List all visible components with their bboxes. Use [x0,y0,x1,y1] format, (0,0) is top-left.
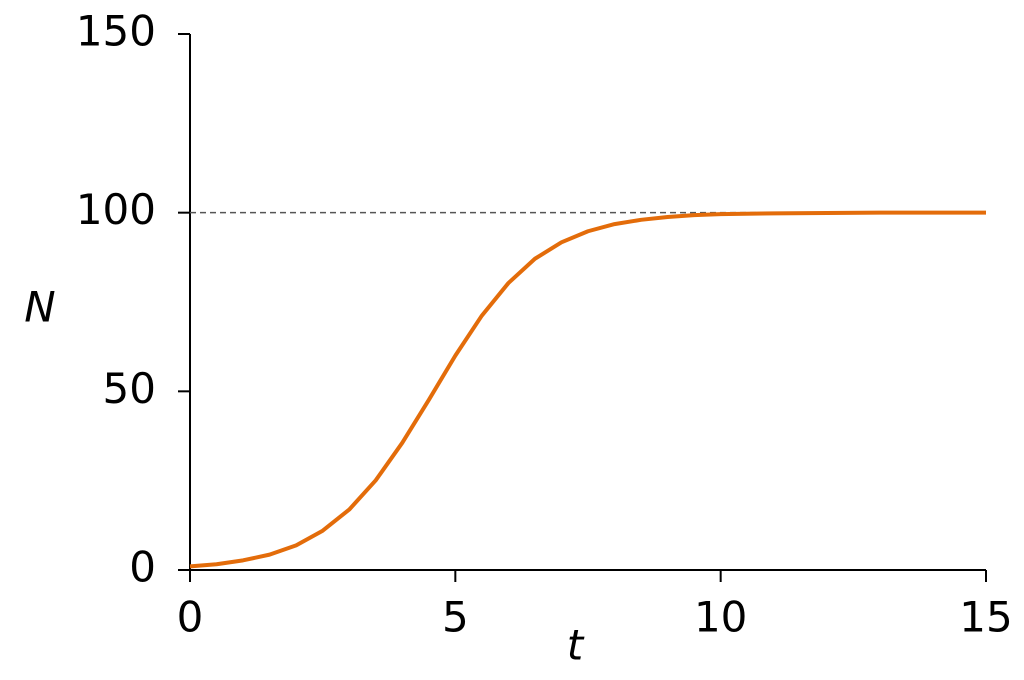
y-tick-label: 150 [76,7,156,56]
y-tick-label: 0 [129,543,156,592]
x-tick-label: 5 [442,593,469,642]
x-tick-label: 10 [694,593,747,642]
logistic-curve [189,210,986,569]
x-axis-label: t [567,621,585,670]
x-tick-label: 0 [177,593,204,642]
y-axis-label: N [24,283,55,332]
x-tick-label: 15 [959,593,1012,642]
y-tick-label: 50 [103,364,156,413]
y-tick-label: 100 [76,185,156,234]
